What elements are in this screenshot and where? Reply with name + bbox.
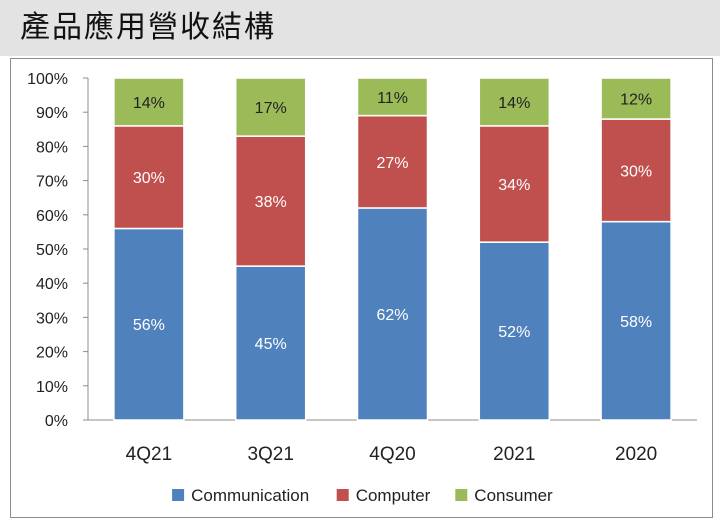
data-label: 62% bbox=[376, 307, 408, 324]
data-label: 17% bbox=[255, 100, 287, 117]
bar-segment-communication bbox=[356, 207, 429, 421]
page-title: 產品應用營收結構 bbox=[20, 10, 276, 45]
data-label: 14% bbox=[133, 95, 165, 112]
x-category-label: 2020 bbox=[615, 444, 657, 465]
y-tick-label: 0% bbox=[45, 413, 68, 430]
y-tick-label: 90% bbox=[36, 105, 68, 122]
legend-swatch-consumer bbox=[455, 489, 468, 501]
data-label: 58% bbox=[620, 314, 652, 331]
y-tick-label: 80% bbox=[36, 139, 68, 156]
x-category-label: 2021 bbox=[493, 444, 535, 465]
y-tick-label: 50% bbox=[36, 242, 68, 259]
y-tick-label: 40% bbox=[36, 276, 68, 293]
bar-segment-consumer bbox=[234, 77, 307, 137]
y-tick-label: 60% bbox=[36, 208, 68, 225]
data-label: 30% bbox=[620, 163, 652, 180]
legend-label: Communication bbox=[191, 486, 309, 505]
data-label: 14% bbox=[498, 95, 530, 112]
data-label: 45% bbox=[255, 336, 287, 353]
bar-segment-consumer bbox=[356, 77, 429, 117]
y-tick-label: 100% bbox=[27, 71, 68, 88]
y-tick-label: 30% bbox=[36, 310, 68, 327]
bar-segment-consumer bbox=[600, 77, 672, 120]
legend-swatch-computer bbox=[336, 489, 349, 501]
y-tick-label: 70% bbox=[36, 174, 68, 191]
bar-segment-communication bbox=[113, 227, 185, 421]
bar-segment-communication bbox=[478, 241, 551, 421]
bar-segment-computer bbox=[478, 125, 551, 243]
data-label: 12% bbox=[620, 92, 652, 109]
legend-label: Consumer bbox=[474, 486, 553, 505]
bar-segment-communication bbox=[600, 220, 672, 421]
data-label: 11% bbox=[377, 90, 408, 107]
data-label: 30% bbox=[133, 170, 165, 187]
bar-segment-computer bbox=[234, 135, 307, 267]
y-tick-label: 10% bbox=[36, 379, 68, 396]
x-category-label: 3Q21 bbox=[247, 444, 293, 465]
bar-segment-consumer bbox=[478, 77, 551, 127]
data-label: 34% bbox=[498, 177, 530, 194]
bar-segment-computer bbox=[113, 125, 185, 230]
legend-swatch-communication bbox=[172, 489, 185, 501]
title-bar: 產品應用營收結構 bbox=[0, 0, 720, 56]
bar-segment-consumer bbox=[113, 77, 185, 127]
legend-label: Computer bbox=[356, 486, 431, 505]
x-category-label: 4Q20 bbox=[369, 444, 415, 465]
data-label: 27% bbox=[376, 155, 408, 172]
y-tick-label: 20% bbox=[36, 345, 68, 362]
x-category-label: 4Q21 bbox=[126, 444, 172, 465]
bar-segment-communication bbox=[234, 265, 307, 421]
data-label: 56% bbox=[133, 317, 165, 334]
data-label: 52% bbox=[498, 324, 530, 341]
data-label: 38% bbox=[255, 194, 287, 211]
